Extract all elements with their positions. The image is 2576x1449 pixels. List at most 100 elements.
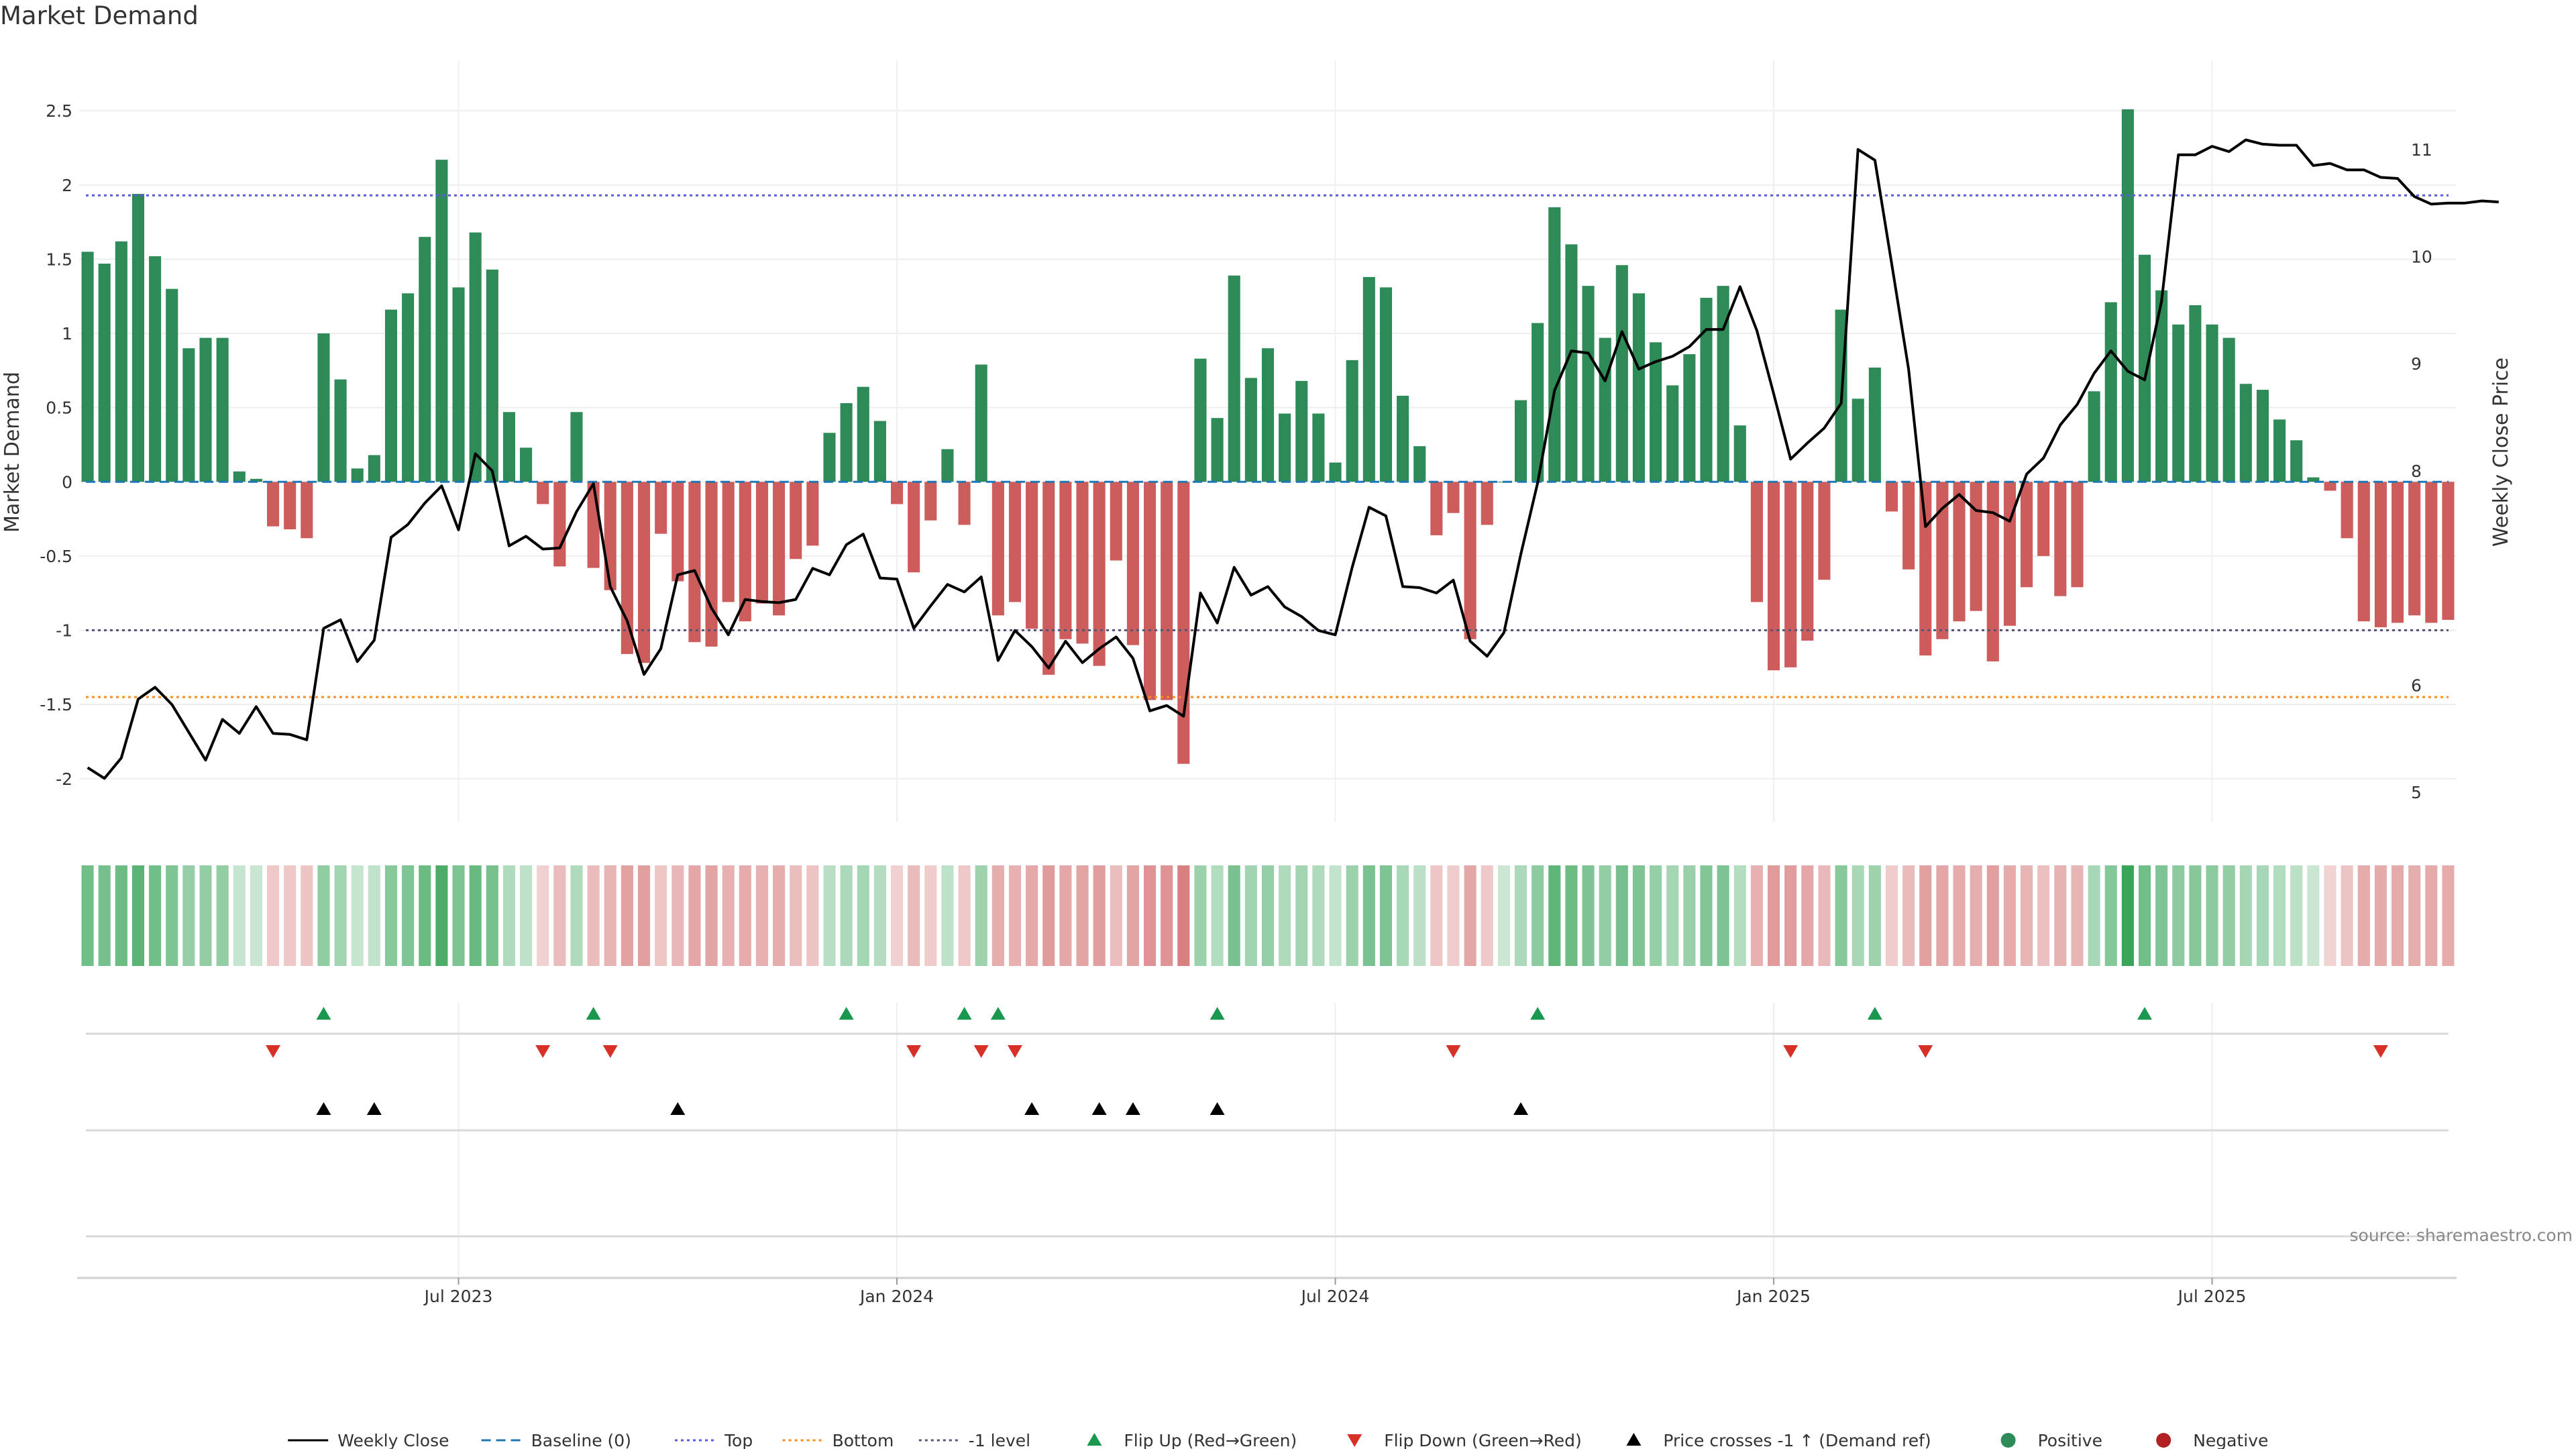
heat-strip-cell [317,865,330,966]
heat-strip-cell [1632,865,1646,966]
heat-strip-cell [2357,865,2370,966]
heat-strip-cell [98,865,111,966]
demand-bar [1650,342,1662,482]
demand-bar [2425,482,2438,623]
demand-bar [958,482,971,525]
demand-bar [166,288,178,482]
price-cross-marker [366,1102,382,1115]
demand-bar [1228,275,1240,482]
x-tick-label: Jul 2024 [1300,1287,1370,1306]
demand-bar [1244,378,1257,482]
heat-strip-cell [1161,865,1173,966]
demand-bar [890,482,904,504]
heat-strip-cell [1565,865,1578,966]
heat-strip-cell [502,865,515,966]
heat-strip-cell [1093,865,1106,966]
heat-strip-cell [1076,865,1089,966]
heat-strip-cell [2374,865,2387,966]
demand-bar [2290,440,2303,482]
demand-bar [233,471,246,482]
heat-strip-cell [773,865,786,966]
heat-strip-cell [958,865,971,966]
heat-strip-cell [1532,865,1544,966]
heat-strip-cell [1733,865,1746,966]
heat-strip-cell [1599,865,1611,966]
heat-strip-cell [1835,865,1847,966]
demand-bar [1379,287,1392,482]
demand-bar [182,348,195,482]
demand-bar [604,482,616,590]
flip-down-marker [1446,1045,1461,1058]
heat-strip-cell [1548,865,1561,966]
heat-strip-cell [1953,865,1966,966]
heat-strip-cell [1700,865,1713,966]
price-cross-marker [670,1102,686,1115]
heat-strip-cell [1144,865,1157,966]
heat-strip-cell [1346,865,1358,966]
demand-bar [975,364,987,482]
demand-bar [1514,400,1527,482]
heat-strip-cell [2172,865,2185,966]
demand-bar [2408,482,2421,616]
demand-bar [991,482,1004,616]
heat-strip-cell [1851,865,1864,966]
heat-strip-cell [1362,865,1375,966]
heat-strip-cell [908,865,920,966]
demand-bar [1986,482,1999,661]
heat-strip-cell [587,865,600,966]
heat-strip-cell [2189,865,2202,966]
heat-strip-cell [2037,865,2050,966]
heat-strip-cell [1397,865,1409,966]
heat-strip-cell [1177,865,1190,966]
demand-bar [1666,385,1679,482]
demand-bar [199,337,212,482]
demand-bar [1733,425,1746,482]
heat-strip-cell [216,865,229,966]
heat-strip-cell [1919,865,1932,966]
demand-bar [1970,482,1982,611]
demand-bar [672,482,684,582]
demand-bar [1144,482,1157,700]
price-cross-marker [1125,1102,1140,1115]
heat-strip-cell [1885,865,1898,966]
demand-bar [806,482,819,546]
heat-strip-cell [2138,865,2151,966]
heat-strip-cell [2408,865,2421,966]
flip-down-marker [1007,1045,1022,1058]
heat-strip-cell [1413,865,1426,966]
demand-bar [368,455,380,482]
heat-strip-cell [368,865,380,966]
y2-tick-label: 9 [2411,354,2422,374]
heat-strip-cell [537,865,549,966]
y-tick-label: 1.5 [46,250,72,269]
demand-bar [1784,482,1797,667]
heat-strip-cell [637,865,651,966]
flip-up-marker [316,1007,331,1020]
demand-bar [351,468,364,482]
heat-strip-cell [402,865,415,966]
heat-strip-cell [705,865,718,966]
y2-tick-label: 11 [2411,140,2432,160]
heat-strip-cell [1126,865,1139,966]
heat-strip-cell [149,865,162,966]
demand-bar [1346,360,1358,482]
demand-bar [2121,109,2134,482]
demand-bar [1261,348,1275,482]
flip-up-marker [1867,1007,1882,1020]
heat-strip-cell [1295,865,1308,966]
demand-bar [553,482,566,567]
y-tick-label: -0.5 [40,547,72,566]
demand-bar [790,482,802,559]
heat-strip-cell [1447,865,1460,966]
heat-strip-cell [284,865,297,966]
heat-strip-cell [2324,865,2337,966]
demand-bar [1599,337,1611,482]
heat-strip-cell [419,865,431,966]
heat-strip-cell [975,865,987,966]
flip-down-marker [1918,1045,1933,1058]
demand-bar [1110,482,1122,561]
heat-strip-cell [755,865,769,966]
demand-bar [1582,286,1595,482]
demand-bar [1481,482,1493,525]
demand-bar [469,232,482,482]
